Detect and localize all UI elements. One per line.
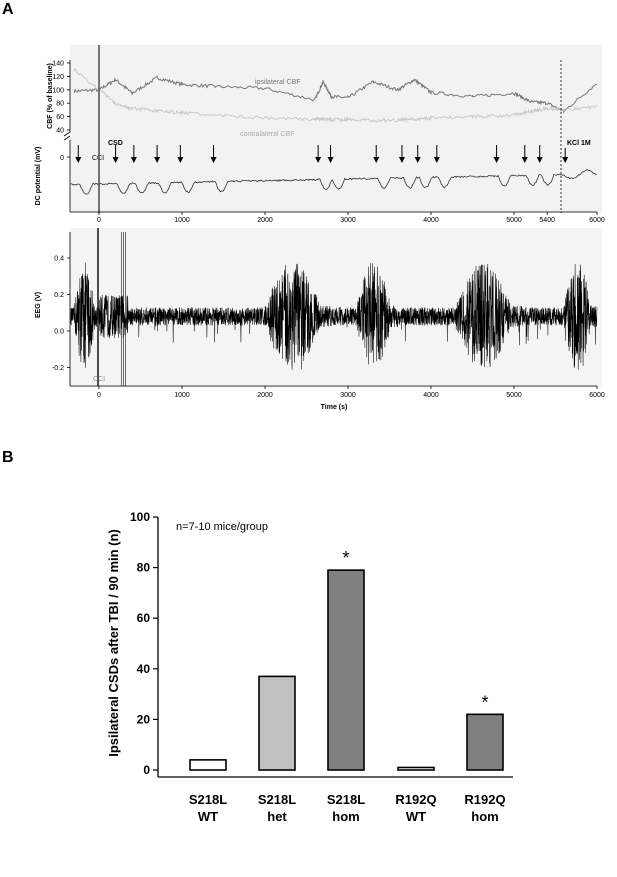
arrow-down-icon	[433, 157, 440, 163]
category-label-line2: WT	[198, 809, 218, 824]
arrow-down-icon	[562, 157, 569, 163]
arrow-down-icon	[210, 157, 217, 163]
significance-star: *	[481, 692, 488, 712]
ipsilateral-cbf-line	[73, 75, 597, 114]
arrow-down-icon	[414, 157, 421, 163]
arrow-down-icon	[327, 157, 334, 163]
bar	[466, 713, 504, 771]
eeg-trace	[70, 232, 598, 386]
dc-xtick-label: 6000	[589, 217, 605, 224]
category-label-line2: hom	[471, 809, 498, 824]
panel-b-letter: B	[2, 449, 14, 466]
dc-xtick-label: 4000	[423, 217, 439, 224]
arrow-down-icon	[130, 157, 137, 163]
bar	[258, 675, 296, 771]
cbf-ytick-label: 100	[52, 87, 64, 94]
bar-ylabel: Ipsilateral CSDs after TBI / 90 min (n)	[106, 529, 121, 757]
ipsilateral-cbf-label: ipsilateral CBF	[255, 79, 301, 86]
cbf-axis: 140 120 100 80 60 40 CBF (% of baseline)	[47, 60, 71, 135]
cbf-ytick-label: 140	[52, 61, 64, 68]
eeg-xtick-label: 1000	[174, 392, 190, 399]
category-label-line2: het	[267, 809, 287, 824]
bar-y-axis: 0 20 40 60 80 100	[130, 510, 159, 777]
eeg-ytick-label: -0.2	[52, 365, 64, 372]
eeg-xtick-label: 3000	[340, 392, 356, 399]
cbf-ytick-label: 40	[56, 128, 64, 135]
category-label-line1: R192Q	[464, 792, 505, 807]
bar-ytick-label: 80	[137, 561, 151, 575]
eeg-xtick-label: 2000	[257, 392, 273, 399]
bar-ytick-label: 100	[130, 510, 150, 524]
eeg-x-axis: 0 1000 2000 3000 4000 5000 6000 Time (s)	[70, 385, 605, 411]
cbf-ylabel: CBF (% of baseline)	[47, 63, 54, 129]
contralateral-cbf-label: contralateral CBF	[240, 131, 294, 138]
arrow-down-icon	[521, 157, 528, 163]
csd-arrows	[75, 145, 569, 163]
category-label-line2: WT	[406, 809, 426, 824]
dc-xtick-label: 3000	[340, 217, 356, 224]
contralateral-cbf-line	[73, 67, 598, 123]
arrow-down-icon	[315, 157, 322, 163]
arrow-down-icon	[154, 157, 161, 163]
arrow-down-icon	[75, 157, 82, 163]
eeg-cci-label: CCI	[93, 376, 105, 383]
significance-star: *	[342, 548, 349, 568]
cbf-ytick-label: 60	[56, 114, 64, 121]
category-label-line1: S218L	[189, 792, 227, 807]
dc-x-axis: 0 1000 2000 3000 4000 5000 5400 6000	[70, 211, 605, 224]
eeg-ytick-label: 0.4	[54, 256, 64, 263]
dc-ylabel: DC potential (mV)	[35, 147, 42, 206]
dc-xtick-label: 0	[97, 217, 101, 224]
bar-ytick-label: 60	[137, 611, 151, 625]
eeg-xtick-label: 4000	[423, 392, 439, 399]
dc-zero-tick: 0	[60, 155, 64, 162]
dc-trace	[70, 169, 597, 195]
bar-ytick-label: 20	[137, 712, 151, 726]
category-label-line1: R192Q	[395, 792, 436, 807]
bar-ytick-label: 40	[137, 662, 151, 676]
arrow-down-icon	[177, 157, 184, 163]
arrow-down-icon	[536, 157, 543, 163]
cbf-ytick-label: 80	[56, 101, 64, 108]
eeg-ytick-label: 0.0	[54, 329, 64, 336]
dc-xtick-label: 2000	[257, 217, 273, 224]
bar-ytick-label: 0	[143, 763, 150, 777]
panel-a-letter: A	[2, 1, 14, 18]
eeg-axis: 0.4 0.2 0.0 -0.2 EEG (V)	[35, 232, 71, 386]
axis-break-icon	[63, 131, 71, 141]
dc-axis: 0 DC potential (mV)	[35, 131, 71, 212]
dc-xtick-label: 5000	[506, 217, 522, 224]
top-panel-background	[70, 45, 602, 213]
kcl-label: KCl 1M	[567, 140, 591, 147]
eeg-ytick-label: 0.2	[54, 292, 64, 299]
dc-xtick-label: 1000	[174, 217, 190, 224]
arrow-down-icon	[398, 157, 405, 163]
cbf-ytick-label: 120	[52, 74, 64, 81]
eeg-xlabel: Time (s)	[321, 404, 348, 411]
csd-label: CSD	[108, 140, 123, 147]
eeg-xtick-label: 5000	[506, 392, 522, 399]
bar	[397, 766, 435, 771]
bar	[189, 759, 227, 771]
eeg-panel-background	[70, 228, 602, 388]
category-label-line2: hom	[332, 809, 359, 824]
eeg-xtick-label: 6000	[589, 392, 605, 399]
dc-cci-label: CCI	[92, 155, 104, 162]
dc-xtick-label: 5400	[539, 217, 555, 224]
group-size-note: n=7-10 mice/group	[176, 521, 268, 533]
arrow-down-icon	[373, 157, 380, 163]
arrow-down-icon	[112, 157, 119, 163]
bar	[327, 569, 365, 771]
category-label-line1: S218L	[258, 792, 296, 807]
category-label-line1: S218L	[327, 792, 365, 807]
eeg-xtick-label: 0	[97, 392, 101, 399]
arrow-down-icon	[493, 157, 500, 163]
cbf-lines	[73, 67, 598, 123]
eeg-ylabel: EEG (V)	[35, 292, 42, 318]
